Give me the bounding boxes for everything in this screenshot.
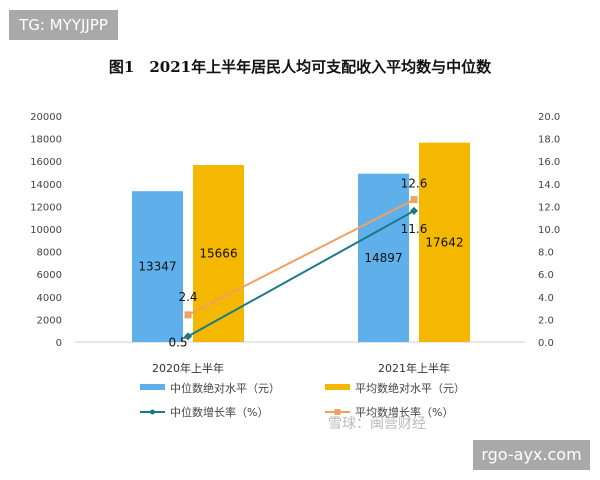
left-tick-label: 10000 [30,225,62,236]
bar-value-label: 14897 [364,251,402,265]
right-tick-label: 0.0 [538,338,554,349]
left-tick-label: 4000 [37,293,62,304]
watermark-site: rgo-ayx.com [473,440,590,470]
line-mean [187,198,415,316]
watermark-tg: TG: MYYJJPP [9,10,118,40]
legend-swatch [325,384,350,390]
legend-label: 平均数增长率（%） [355,405,453,419]
right-tick-label: 8.0 [538,248,554,259]
legend-label: 中位数绝对水平（元） [170,381,280,395]
line-median [187,210,415,338]
left-tick-label: 16000 [30,157,62,168]
legend-marker [334,409,341,415]
bar-value-label: 17642 [425,235,463,249]
median-marker [184,332,192,341]
right-tick-label: 12.0 [538,202,560,213]
right-tick-label: 10.0 [538,225,560,236]
watermark-source: 雪球：闽营财经 [328,416,426,432]
legend-swatch [140,384,165,390]
mean-marker [184,311,192,319]
bar-median [358,173,409,342]
legend-marker [150,409,155,415]
legend-label: 中位数增长率（%） [170,405,268,419]
right-tick-label: 4.0 [538,293,554,304]
left-tick-label: 20000 [30,112,62,123]
right-tick-label: 18.0 [538,135,560,146]
right-tick-label: 6.0 [538,270,554,281]
left-tick-label: 0 [56,338,62,349]
line-value-label: 11.6 [401,222,428,236]
bar-value-label: 13347 [138,260,176,274]
line-value-label: 0.5 [168,335,187,349]
left-tick-label: 2000 [37,315,62,326]
left-tick-label: 18000 [30,135,62,146]
right-tick-label: 14.0 [538,180,560,191]
right-tick-label: 16.0 [538,157,560,168]
left-tick-label: 6000 [37,270,62,281]
left-tick-label: 14000 [30,180,62,191]
legend-label: 平均数绝对水平（元） [355,381,465,395]
median-marker [410,206,418,215]
right-tick-label: 20.0 [538,112,560,123]
right-tick-label: 2.0 [538,315,554,326]
bar-mean [419,142,470,342]
bar-value-label: 15666 [199,246,237,260]
line-value-label: 2.4 [178,290,197,304]
left-tick-label: 12000 [30,202,62,213]
line-value-label: 12.6 [401,177,428,191]
bar-mean [193,164,244,342]
bar-median [132,191,183,342]
category-label: 2020年上半年 [152,361,224,375]
chart-title: 图1 2021年上半年居民人均可支配收入平均数与中位数 [108,58,492,76]
mean-marker [410,196,418,204]
category-label: 2021年上半年 [378,361,450,375]
left-tick-label: 8000 [37,248,62,259]
